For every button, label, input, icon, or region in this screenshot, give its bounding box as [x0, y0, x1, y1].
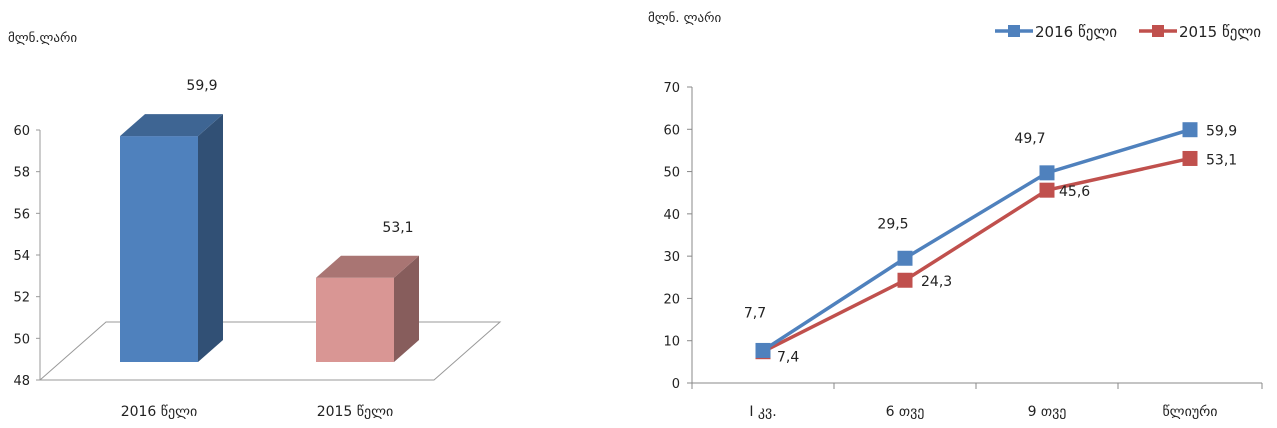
series-marker [1182, 150, 1198, 166]
line-chart-y-tick-label: 0 [672, 377, 680, 392]
line-chart-legend: 2016 წელი 2015 წელი [995, 23, 1261, 41]
data-label-2015: 7,4 [777, 350, 799, 366]
data-label-2016: 49,7 [1014, 131, 1045, 147]
bar-chart-floor-plane [38, 321, 502, 381]
bar-top [120, 114, 223, 137]
line-chart-y-tick-label: 50 [663, 166, 680, 181]
data-label-2015: 45,6 [1059, 184, 1090, 200]
bar-chart-floor [38, 130, 502, 381]
line-chart-y-tick-label: 40 [663, 208, 680, 223]
line-chart-data-labels: 7,7 29,5 49,7 59,9 7,4 24,3 45,6 53,1 [744, 124, 1237, 366]
bar-chart-y-tick-label: 58 [13, 166, 30, 181]
line-chart-y-ticks: 0 10 20 30 40 50 60 70 [663, 81, 692, 392]
bar-data-label: 59,9 [186, 78, 217, 94]
series-marker [1039, 165, 1055, 181]
bar-front [120, 136, 198, 362]
bar-chart-y-tick-label: 56 [13, 207, 30, 222]
bar-top [316, 255, 419, 278]
line-chart-x-tick-label: 6 თვე [886, 404, 925, 420]
series-line [762, 128, 1191, 352]
legend-marker [1152, 25, 1164, 37]
bar-chart-y-tick-label: 52 [13, 291, 30, 306]
line-chart-y-tick-label: 30 [663, 250, 680, 265]
bar-chart-y-ticks: 48 50 52 54 56 58 60 [13, 124, 40, 389]
line-chart-x-tick-label: 9 თვე [1028, 404, 1067, 420]
series-marker [1039, 182, 1055, 198]
line-chart-unit-label: მლნ. ლარი [648, 11, 721, 26]
bar-chart-unit-label: მლნ.ლარი [8, 31, 77, 46]
series-line [762, 156, 1191, 354]
bar-category-label: 2016 წელი [121, 404, 198, 420]
data-label-2015: 24,3 [921, 274, 952, 290]
data-label-2016: 29,5 [877, 216, 908, 232]
bar-chart-y-tick-label: 60 [13, 124, 30, 139]
line-chart: მლნ. ლარი 2016 წელი 2015 წელი 0 10 20 30 40 50… [648, 11, 1263, 420]
bar-data-label: 53,1 [382, 220, 413, 236]
line-chart-axes [691, 87, 1262, 384]
bar-side [394, 255, 419, 362]
series-marker [755, 342, 771, 358]
bar-chart-y-tick-label: 54 [13, 249, 30, 264]
bar-chart-y-tick-label: 50 [13, 332, 30, 347]
line-chart-series [755, 122, 1198, 360]
bar-front [316, 277, 394, 362]
data-label-2015: 53,1 [1206, 152, 1237, 168]
line-chart-y-tick-label: 20 [663, 292, 680, 307]
data-label-2016: 59,9 [1206, 124, 1237, 140]
line-chart-x-tick-label: I კვ. [749, 404, 776, 420]
line-chart-x-tick-label: წლიური [1162, 403, 1217, 420]
line-chart-y-tick-label: 70 [663, 81, 680, 96]
bar-chart-y-tick-label: 48 [13, 374, 30, 389]
line-chart-y-tick-label: 60 [663, 123, 680, 138]
bar-chart-categories: 2016 წელი 2015 წელი [121, 404, 394, 420]
bar-chart-bars: 59,9 53,1 [120, 78, 419, 362]
bar-category-label: 2015 წელი [317, 404, 394, 420]
bar-side [198, 114, 223, 362]
legend-label: 2015 წელი [1179, 23, 1261, 41]
legend-marker [1008, 25, 1020, 37]
data-label-2016: 7,7 [744, 305, 766, 321]
bar-chart: მლნ.ლარი 48 50 52 54 56 58 60 59,9 53,1 2016 წე… [8, 31, 502, 420]
line-chart-y-tick-label: 10 [663, 335, 680, 350]
legend-label: 2016 წელი [1035, 23, 1117, 41]
series-marker [897, 250, 913, 266]
series-marker [897, 272, 913, 288]
series-marker [1182, 122, 1198, 138]
line-chart-x-ticks: I კვ. 6 თვე 9 თვე წლიური [691, 383, 1263, 420]
